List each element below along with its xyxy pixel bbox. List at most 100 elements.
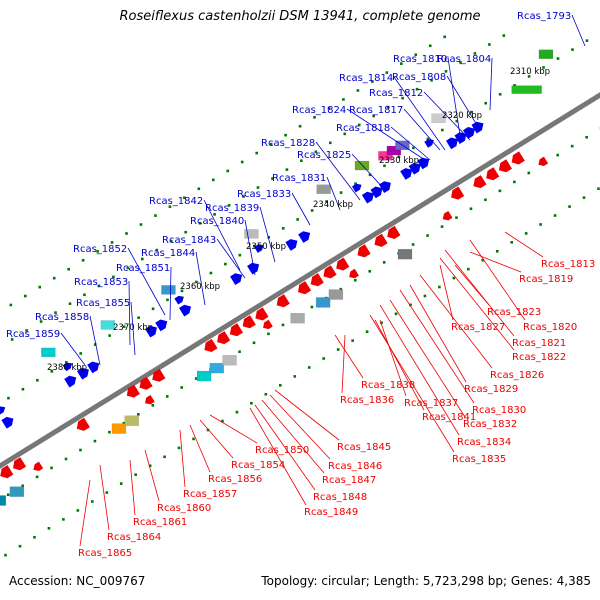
leader-line	[393, 76, 446, 151]
reverse-gene-label: Rcas_1837	[404, 398, 458, 409]
reverse-gene-label: Rcas_1835	[452, 454, 506, 465]
forward-gene-arrow	[352, 183, 362, 193]
leader-line	[439, 264, 454, 321]
tick-dot	[484, 198, 487, 202]
tick-dot	[213, 213, 216, 216]
tick-dot	[47, 527, 51, 530]
tick-dot	[354, 182, 357, 185]
label-leader-lines	[60, 14, 586, 547]
leader-line	[439, 257, 515, 351]
tick-dot	[137, 316, 140, 320]
leader-line	[259, 206, 276, 263]
tick-dot	[192, 437, 195, 441]
tick-dot	[285, 168, 289, 171]
leader-line	[274, 389, 340, 441]
tick-dot	[296, 218, 299, 221]
forward-gene-arrow	[64, 375, 77, 388]
forward-gene-arrow	[230, 273, 243, 285]
leader-line	[423, 91, 471, 141]
tick-dot	[105, 491, 109, 494]
forward-gene-arrow	[463, 127, 475, 139]
reverse-gene-label: Rcas_1845	[337, 442, 391, 453]
leader-line	[469, 251, 522, 273]
kbp-tick-label: 2330 kbp	[379, 156, 419, 166]
tick-dot	[221, 419, 224, 423]
tick-dot	[455, 119, 459, 123]
gene-labels: Rcas_1793Rcas_1804Rcas_1810Rcas_1808Rcas…	[6, 11, 595, 559]
tick-dot	[169, 239, 173, 243]
tick-dot	[444, 70, 448, 73]
tick-dot	[428, 44, 432, 48]
reverse-gene-arrow	[13, 457, 27, 471]
forward-gene-label: Rcas_1840	[190, 216, 244, 227]
tick-dot	[351, 339, 354, 342]
tick-dot	[227, 204, 231, 207]
forward-gene-label: Rcas_1858	[35, 312, 89, 323]
reverse-gene-label: Rcas_1848	[313, 492, 367, 503]
tick-dot	[180, 289, 184, 293]
reverse-gene-label: Rcas_1861	[133, 517, 187, 528]
tick-dot	[110, 241, 114, 244]
backbone-line	[0, 92, 600, 469]
reverse-gene-label: Rcas_1854	[231, 460, 285, 471]
leader-line	[341, 334, 346, 394]
tick-dot	[108, 334, 111, 337]
leader-line	[291, 192, 311, 226]
leader-line	[374, 319, 425, 411]
leader-line	[127, 247, 166, 316]
tick-dot	[368, 173, 372, 177]
leader-line	[203, 199, 241, 271]
reverse-gene-arrow	[486, 167, 500, 181]
leader-line	[99, 464, 110, 531]
kbp-tick-label: 2350 kbp	[246, 242, 286, 252]
kbp-tick-label: 2340 kbp	[313, 200, 353, 210]
tick-dot	[343, 132, 347, 136]
leader-line	[419, 274, 493, 369]
reverse-gene-label: Rcas_1847	[322, 475, 376, 486]
tick-dot	[571, 48, 574, 51]
tick-dot	[383, 164, 386, 168]
tick-dot	[242, 195, 245, 198]
leader-line	[249, 407, 307, 506]
reverse-gene-label: Rcas_1841	[422, 412, 476, 423]
genome-title: Roseiflexus castenholzii DSM 13941, comp…	[119, 9, 481, 24]
forward-gene-arrow	[254, 244, 264, 253]
tick-dot	[255, 151, 258, 155]
tick-dot	[271, 177, 274, 180]
forward-gene-arrow	[285, 239, 298, 251]
feature-block	[431, 113, 446, 124]
tick-dot	[50, 466, 53, 470]
kbp-tick-labels: 2310 kbp 2320 kbp 2330 kbp 2340 kbp 2350 kbp…	[47, 67, 550, 373]
forward-gene-arrow	[0, 406, 6, 415]
tick-dot	[314, 150, 318, 154]
tick-dot	[96, 250, 99, 253]
tick-dot	[108, 430, 111, 434]
leader-line	[369, 314, 455, 453]
forward-gene-arrow	[155, 319, 168, 332]
tick-dot	[513, 180, 516, 184]
forward-gene-arrow	[145, 325, 157, 338]
tick-dot	[498, 189, 502, 193]
leader-line	[144, 449, 160, 502]
tick-dot	[224, 262, 227, 266]
forward-gene-label: Rcas_1824	[292, 105, 346, 116]
tick-dot	[209, 271, 213, 275]
tick-dot	[279, 384, 282, 387]
leader-line	[489, 57, 493, 111]
tick-dot	[126, 266, 130, 270]
tick-dot	[154, 214, 157, 217]
reverse-gene-label: Rcas_1813	[541, 259, 595, 270]
tick-dot	[380, 321, 383, 325]
leader-line	[409, 284, 467, 383]
feature-block	[378, 151, 393, 161]
forward-gene-arrow	[454, 132, 467, 144]
reverse-gene-label: Rcas_1860	[157, 503, 211, 514]
tick-dot	[568, 205, 571, 208]
leader-line	[129, 459, 136, 516]
tick-dot	[119, 482, 123, 485]
leader-line	[334, 334, 364, 379]
tick-dot	[151, 404, 155, 407]
tick-dot	[281, 227, 285, 230]
forward-gene-arrow	[179, 304, 191, 317]
leader-line	[447, 57, 461, 136]
